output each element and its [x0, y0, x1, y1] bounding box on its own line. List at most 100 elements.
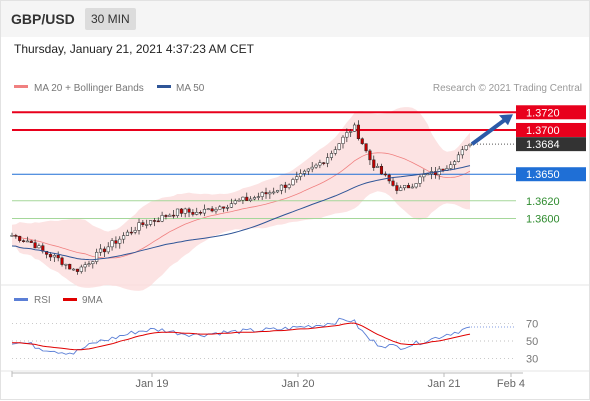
arrow-shaft: [470, 116, 509, 146]
candle: [33, 239, 37, 249]
candle: [168, 213, 172, 217]
level-label-1.3620: 1.3620: [526, 196, 560, 208]
candle: [10, 232, 14, 237]
candle: [460, 146, 464, 159]
candle-body: [75, 268, 79, 272]
candle-body: [64, 263, 68, 266]
candle-body: [456, 154, 461, 162]
candle: [349, 128, 353, 138]
candle: [114, 236, 118, 249]
candle: [75, 268, 79, 275]
candle-body: [233, 200, 237, 204]
level-label-1.3600: 1.3600: [526, 213, 560, 225]
candle: [264, 187, 268, 199]
candle-body: [168, 214, 172, 217]
candle: [337, 143, 341, 151]
legend-9ma-swatch: [63, 298, 77, 301]
arrow-head: [499, 114, 513, 126]
candle-body: [252, 197, 257, 200]
candle-body: [302, 170, 307, 174]
candle-body: [418, 176, 422, 184]
candle-body: [329, 153, 333, 158]
candle-body: [133, 230, 137, 233]
candle: [195, 207, 199, 216]
current-price-tag: [516, 137, 586, 152]
candle: [102, 246, 106, 258]
candle: [206, 208, 210, 211]
legend-rsi-label: RSI: [34, 295, 51, 306]
candle-body: [360, 138, 364, 144]
candle: [210, 206, 214, 213]
candle-body: [291, 179, 295, 186]
candle: [322, 161, 326, 166]
x-axis: Jan 19 Jan 20 Jan 21 Feb 4: [11, 371, 525, 390]
candle: [456, 151, 461, 163]
candle-body: [383, 173, 387, 176]
candle-body: [399, 187, 403, 191]
candle-body: [48, 254, 53, 258]
candle-body: [322, 162, 326, 164]
candle-body: [114, 240, 118, 244]
rsi-tick-label-70: 70: [526, 319, 538, 331]
candle-body: [295, 176, 299, 180]
candle: [245, 192, 249, 201]
candle: [333, 146, 337, 156]
candle-body: [18, 235, 22, 241]
timeframe-button[interactable]: 30 MIN: [85, 8, 136, 30]
candles: [10, 120, 472, 275]
candle: [406, 182, 410, 189]
candle-body: [433, 171, 437, 175]
candle-body: [33, 242, 37, 249]
candle: [83, 261, 87, 272]
candle: [414, 182, 418, 189]
candle-body: [225, 207, 230, 209]
candle-body: [453, 161, 457, 165]
candle-body: [337, 143, 341, 150]
candle-body: [403, 185, 407, 189]
candle-body: [29, 240, 33, 243]
candle-body: [460, 149, 464, 156]
candle-body: [56, 255, 60, 259]
candle-body: [175, 208, 180, 216]
candle: [356, 120, 360, 141]
candle-body: [145, 224, 149, 226]
x-tick-label: Jan 20: [281, 378, 314, 390]
candle-body: [395, 185, 399, 191]
candle: [156, 217, 160, 223]
candle-body: [283, 184, 287, 188]
candle-body: [129, 231, 133, 234]
candle-body: [410, 186, 414, 189]
candle-body: [183, 208, 187, 214]
candle-body: [110, 240, 114, 248]
candle: [422, 169, 426, 182]
candle-body: [179, 208, 183, 214]
candle-body: [364, 143, 368, 152]
candle: [56, 251, 60, 262]
candle-body: [87, 263, 91, 266]
candle: [137, 218, 141, 235]
rsi-tick-label-50: 50: [526, 336, 538, 348]
moving-averages: [11, 165, 471, 261]
candle-body: [314, 164, 318, 168]
candle-body: [60, 257, 64, 265]
candle: [29, 240, 33, 243]
candle: [287, 183, 291, 190]
candle: [364, 143, 368, 153]
candle-body: [306, 168, 310, 172]
candle: [379, 163, 384, 175]
candle-body: [245, 196, 249, 201]
candle: [52, 253, 56, 262]
candle-body: [341, 136, 345, 144]
candle: [395, 182, 399, 195]
candle: [48, 251, 53, 261]
candle-body: [137, 222, 141, 231]
candle: [403, 185, 407, 191]
candle-body: [79, 266, 83, 272]
candle: [272, 187, 276, 195]
candle: [279, 184, 283, 195]
chart-header: GBP/USD 30 MIN: [1, 1, 589, 37]
candle: [345, 128, 349, 143]
candle-body: [406, 185, 410, 189]
forecast-arrow: [470, 114, 513, 146]
